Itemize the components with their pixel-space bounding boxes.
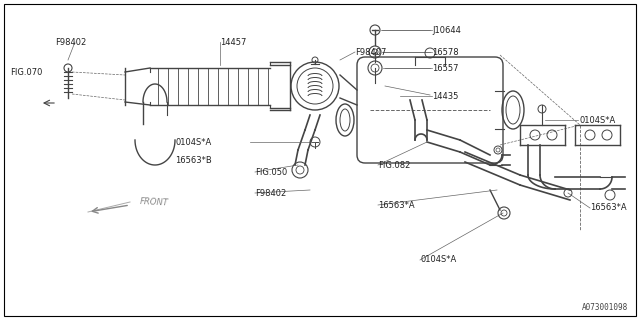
Text: FIG.050: FIG.050	[255, 167, 287, 177]
Text: 16557: 16557	[432, 63, 458, 73]
Text: F98402: F98402	[55, 37, 86, 46]
Text: FRONT: FRONT	[140, 197, 169, 207]
Text: F98402: F98402	[255, 188, 286, 197]
Text: FIG.082: FIG.082	[378, 161, 410, 170]
Text: 16563*A: 16563*A	[378, 201, 415, 210]
Text: 16578: 16578	[432, 47, 459, 57]
Text: 14435: 14435	[432, 92, 458, 100]
Text: 16563*B: 16563*B	[175, 156, 212, 164]
Text: J10644: J10644	[432, 26, 461, 35]
Text: F98407: F98407	[355, 47, 387, 57]
Text: 16563*A: 16563*A	[590, 204, 627, 212]
Text: A073001098: A073001098	[582, 303, 628, 312]
Text: 14457: 14457	[220, 37, 246, 46]
Text: 0104S*A: 0104S*A	[175, 138, 211, 147]
Text: FIG.070: FIG.070	[10, 68, 42, 76]
Text: 0104S*A: 0104S*A	[420, 255, 456, 265]
Text: 0104S*A: 0104S*A	[580, 116, 616, 124]
